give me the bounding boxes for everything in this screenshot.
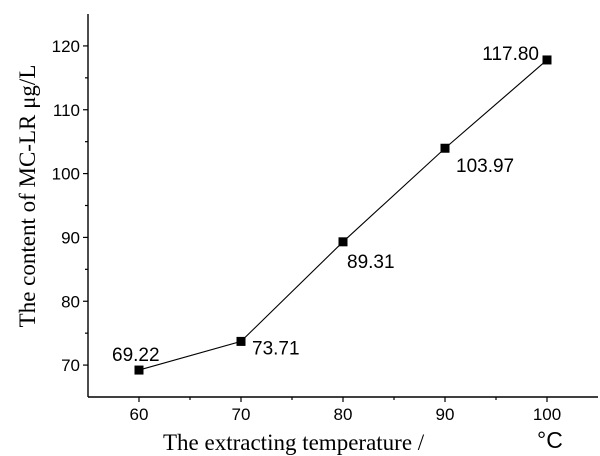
- data-labels: 69.22 73.71 89.31 103.97 117.80: [112, 44, 539, 366]
- x-tick-label: 60: [130, 405, 149, 424]
- x-tick-label: 100: [533, 405, 561, 424]
- y-tick-label: 80: [61, 292, 80, 311]
- data-label: 103.97: [456, 156, 514, 177]
- axes: [87, 14, 598, 398]
- series: [134, 55, 552, 375]
- data-label: 73.71: [252, 338, 300, 359]
- data-point: [134, 365, 144, 375]
- data-point: [338, 237, 348, 247]
- x-axis-unit: °C: [537, 427, 563, 453]
- data-label: 89.31: [347, 252, 395, 273]
- y-tick-label: 100: [52, 165, 80, 184]
- data-point: [440, 143, 450, 153]
- data-point: [542, 55, 552, 65]
- y-tick-label: 110: [53, 101, 80, 120]
- x-tick-label: 80: [334, 405, 353, 424]
- y-tick-label: 120: [52, 37, 80, 56]
- x-tick-label: 90: [436, 405, 455, 424]
- data-point: [236, 336, 246, 346]
- x-axis-title: The extracting temperature /: [163, 430, 425, 455]
- y-ticks: 70 80 90 100 110 120: [52, 37, 88, 375]
- y-axis-title: The content of MC-LR μg/L: [15, 65, 40, 328]
- y-tick-label: 90: [61, 228, 80, 247]
- data-label: 117.80: [482, 44, 539, 65]
- x-tick-label: 70: [232, 405, 251, 424]
- data-label: 69.22: [112, 345, 160, 366]
- y-tick-label: 70: [61, 356, 80, 375]
- x-ticks: 60 70 80 90 100: [130, 397, 561, 424]
- series-line: [138, 59, 548, 371]
